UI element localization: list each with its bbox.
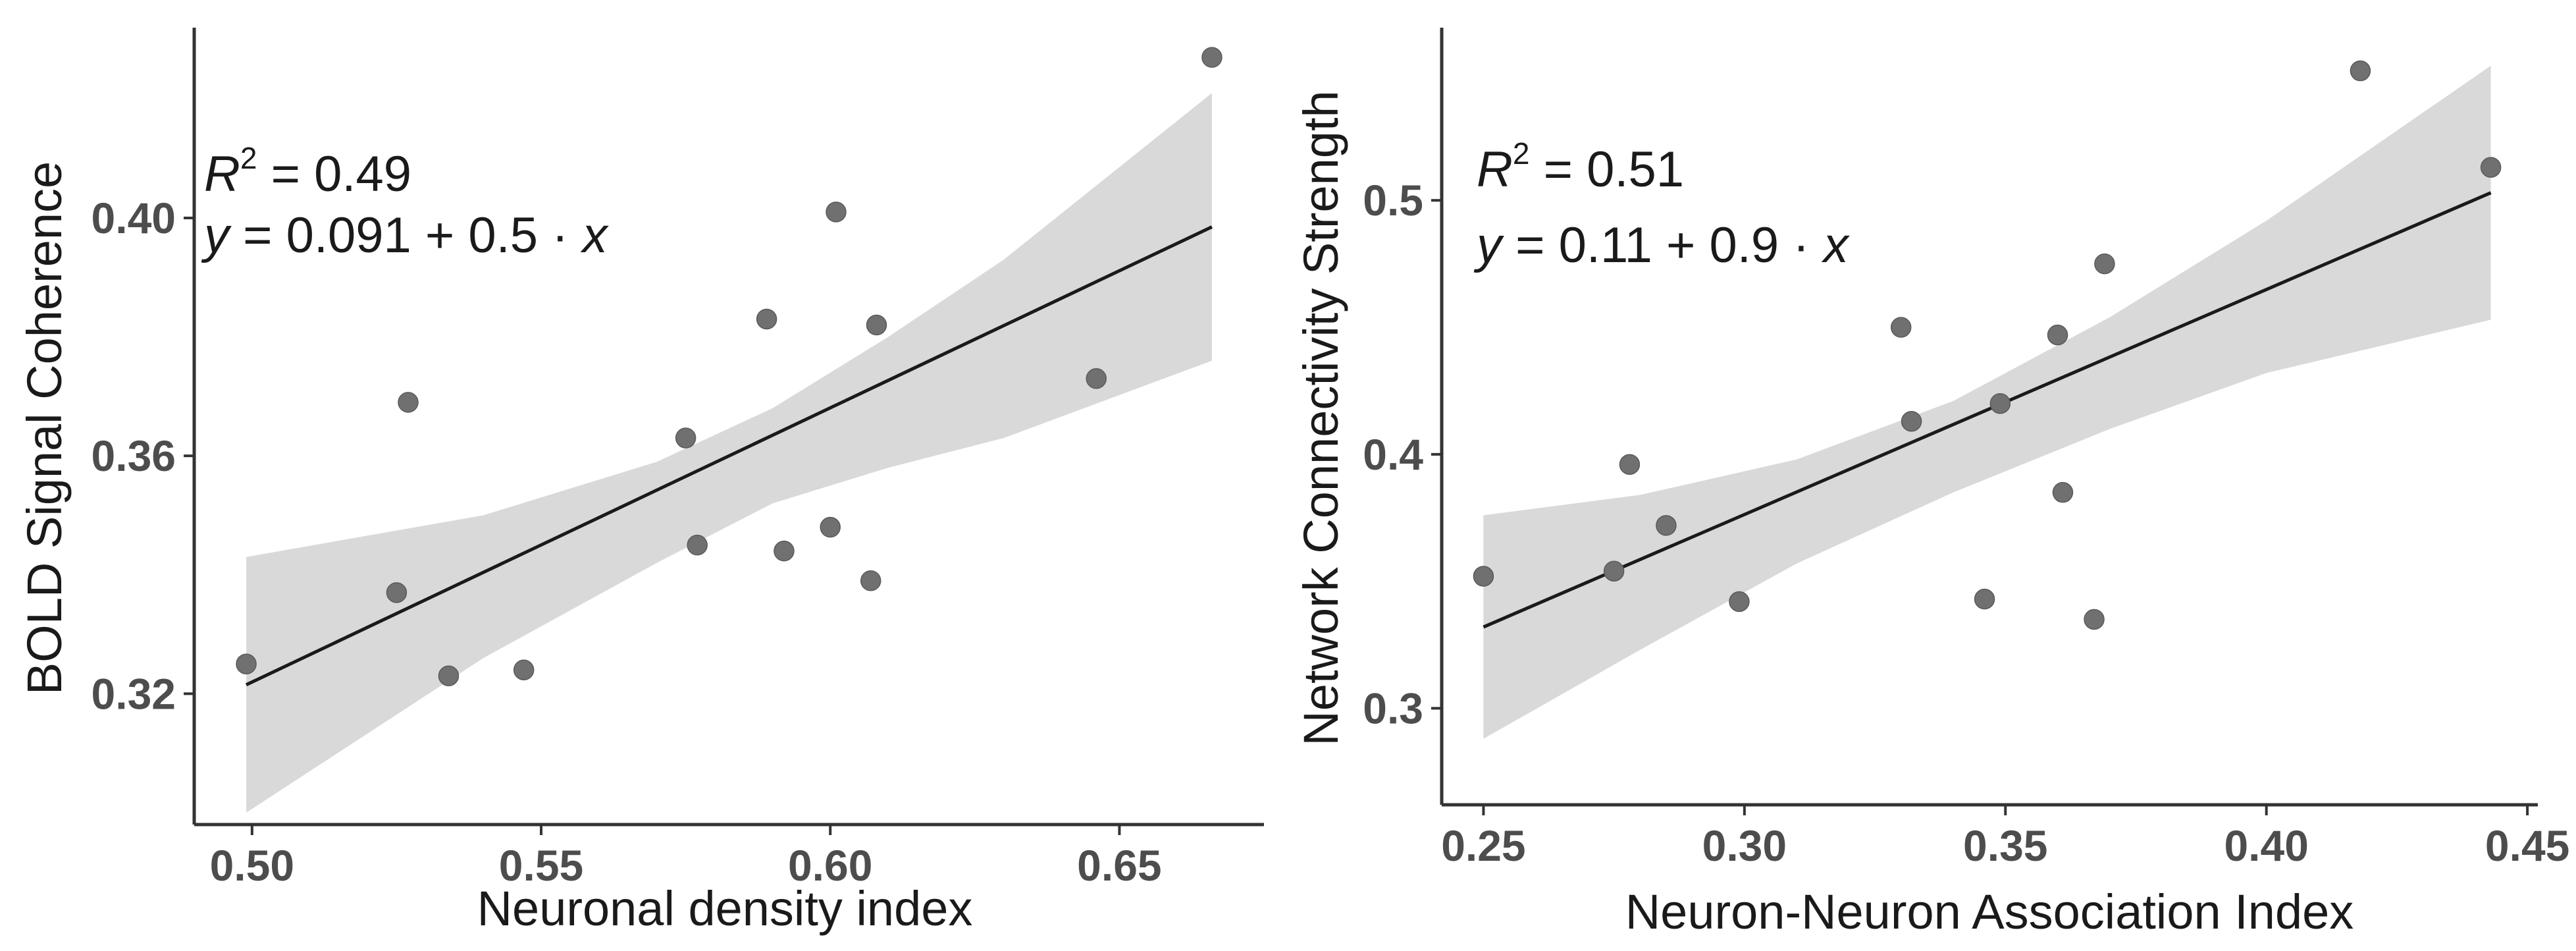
x-tick-label: 0.40	[2224, 821, 2308, 870]
data-point	[774, 540, 795, 562]
equation-y: y	[201, 207, 232, 263]
data-point	[687, 534, 708, 556]
data-point	[675, 427, 697, 448]
x-tick-label: 0.45	[2485, 821, 2569, 870]
equation-y: y	[1473, 217, 1504, 273]
data-point	[2084, 609, 2105, 630]
x-tick-label: 0.25	[1441, 821, 1525, 870]
r-squared-annotation: R2 = 0.51	[1477, 136, 1684, 198]
regression-line	[1483, 191, 2492, 629]
data-point	[1890, 317, 1912, 338]
data-point	[756, 308, 777, 330]
x-tick-label: 0.30	[1702, 821, 1787, 870]
r-squared-superscript: 2	[240, 141, 257, 175]
equation-x: x	[580, 207, 610, 263]
data-point	[2094, 253, 2115, 275]
x-tick-label: 0.60	[788, 841, 872, 890]
data-point	[2480, 157, 2502, 178]
regression-line	[245, 225, 1213, 687]
data-point	[820, 516, 841, 538]
x-tick-label: 0.35	[1963, 821, 2047, 870]
y-tick-label: 0.4	[1363, 430, 1423, 479]
r-squared-superscript: 2	[1513, 136, 1530, 171]
r-squared-value: = 0.51	[1529, 142, 1684, 198]
data-point	[1086, 368, 1107, 389]
data-point	[1989, 393, 2011, 414]
data-point	[1656, 515, 1677, 536]
data-point	[1201, 47, 1222, 68]
data-points	[1473, 60, 2502, 630]
data-point	[2350, 60, 2371, 82]
equation-body: = 0.11 + 0.9 ·	[1502, 217, 1824, 273]
panel-right: 0.25 0.30 0.35 0.40 0.45 0.3 0.4 0.5 Neuron-Neu…	[1294, 28, 2569, 939]
regression-equation: y = 0.091 + 0.5 · x	[201, 207, 610, 263]
data-point	[826, 202, 847, 223]
r-squared-annotation: R2 = 0.49	[204, 141, 411, 202]
data-point	[236, 653, 257, 674]
data-point	[386, 582, 407, 603]
y-tick-label: 0.5	[1363, 176, 1423, 225]
x-tick-label: 0.65	[1077, 841, 1161, 890]
data-point	[866, 314, 887, 336]
y-tick-label: 0.36	[92, 431, 176, 480]
data-point	[398, 392, 419, 413]
data-point	[1901, 410, 1922, 432]
data-point	[1603, 560, 1625, 582]
y-tick-label: 0.32	[92, 669, 176, 718]
data-point	[513, 659, 535, 680]
axis-ticks: 0.50 0.55 0.60 0.65 0.32 0.36 0.40	[92, 194, 1162, 890]
panel-left: 0.50 0.55 0.60 0.65 0.32 0.36 0.40 Neuronal de…	[17, 28, 1264, 936]
data-point	[2052, 481, 2074, 503]
data-point	[1729, 591, 1750, 612]
y-axis-title: BOLD Signal Coherence	[17, 161, 72, 695]
data-point	[860, 570, 881, 591]
y-tick-label: 0.3	[1363, 684, 1423, 732]
confidence-band	[1483, 65, 2491, 739]
confidence-band	[246, 93, 1212, 813]
data-point	[1473, 566, 1494, 587]
y-tick-label: 0.40	[92, 194, 176, 242]
y-axis-title: Network Connectivity Strength	[1294, 90, 1348, 746]
r-squared-symbol: R	[1477, 142, 1513, 198]
data-point	[2047, 324, 2068, 346]
equation-body: = 0.091 + 0.5 ·	[229, 207, 583, 263]
axis-ticks: 0.25 0.30 0.35 0.40 0.45 0.3 0.4 0.5	[1363, 176, 2569, 870]
equation-x: x	[1821, 217, 1851, 273]
r-squared-value: = 0.49	[257, 146, 411, 202]
data-points	[236, 47, 1222, 687]
x-axis-title: Neuronal density index	[477, 881, 973, 936]
x-tick-label: 0.50	[210, 841, 294, 890]
regression-equation: y = 0.11 + 0.9 · x	[1473, 217, 1851, 273]
x-tick-label: 0.55	[499, 841, 583, 890]
x-axis-title: Neuron-Neuron Association Index	[1625, 884, 2354, 939]
data-point	[1974, 588, 1995, 610]
r-squared-symbol: R	[204, 146, 240, 202]
data-point	[1619, 454, 1641, 476]
data-point	[438, 665, 460, 687]
